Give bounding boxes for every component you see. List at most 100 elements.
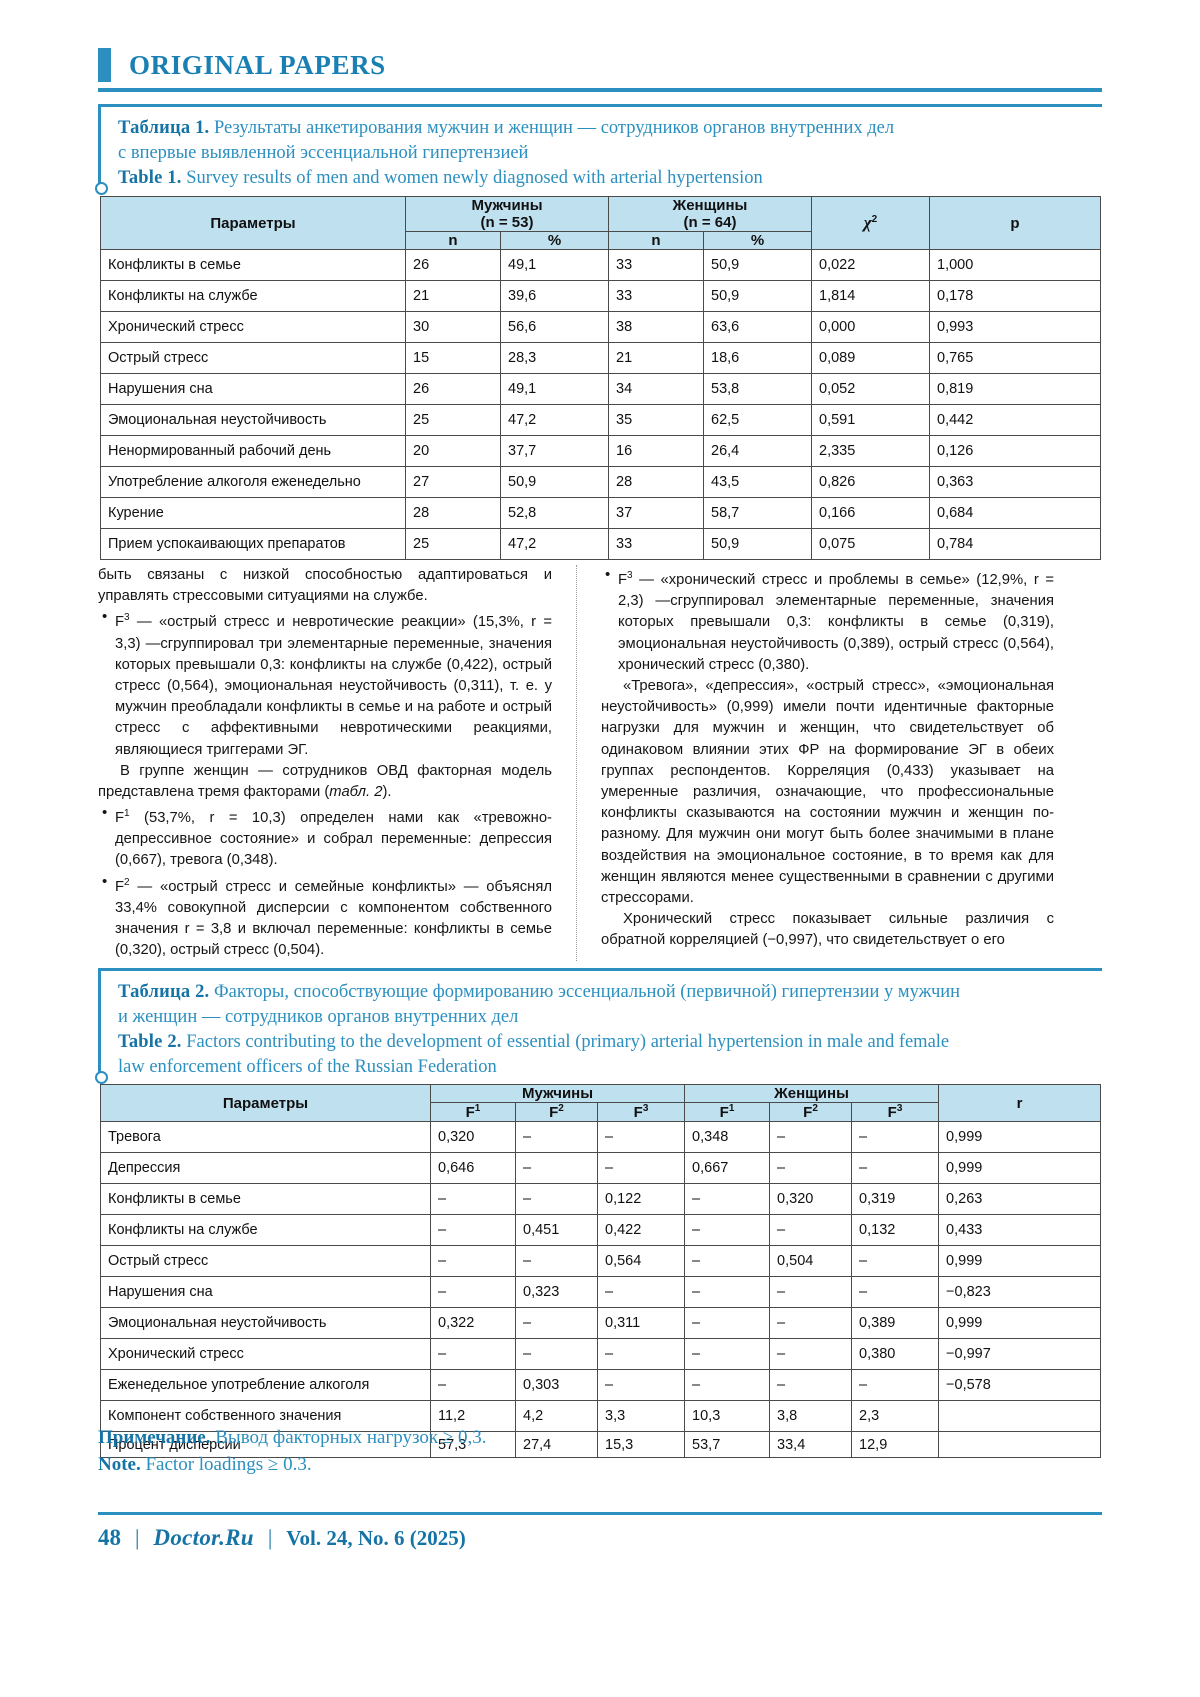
table2-cell-m_f1: –: [431, 1339, 516, 1370]
f-letter: F: [634, 1104, 643, 1121]
table-row: Хронический стресс3056,63863,60,0000,993: [101, 312, 1101, 343]
table2-cell-w_f1: –: [685, 1215, 770, 1246]
table2-cell-w_f3: –: [852, 1370, 939, 1401]
table2-cell-w_f3: 0,389: [852, 1308, 939, 1339]
journal-volume: Vol. 24, No. 6 (2025): [286, 1526, 465, 1551]
table2-cell-m_f1: –: [431, 1370, 516, 1401]
table2-caption-ru-label: Таблица 2.: [118, 982, 209, 1002]
table2-cell-w_f2: 0,504: [770, 1246, 852, 1277]
table1-caption-ru-line2: с впервые выявленной эссенциальной гипер…: [118, 141, 1102, 166]
table-row: Конфликты в семье––0,122–0,3200,3190,263: [101, 1184, 1101, 1215]
table2-th-param: Параметры: [101, 1085, 431, 1122]
table2-cell-w_f3: –: [852, 1122, 939, 1153]
left-paragraph-2-ref: табл. 2: [329, 784, 382, 800]
table2-cell-r: −0,823: [939, 1277, 1101, 1308]
table1-cell-chi: 0,166: [812, 498, 930, 529]
table-row: Депрессия0,646––0,667––0,999: [101, 1153, 1101, 1184]
table1-cell-men_pct: 28,3: [501, 343, 609, 374]
table1-cell-women_pct: 50,9: [704, 529, 812, 560]
table1-cell-men_n: 25: [406, 529, 501, 560]
table2-cell-m_f1: –: [431, 1277, 516, 1308]
table1-cell-women_pct: 62,5: [704, 405, 812, 436]
table-row: Конфликты на службе2139,63350,91,8140,17…: [101, 281, 1101, 312]
table2-cell-w_f3: 0,319: [852, 1184, 939, 1215]
note-en-label: Note.: [98, 1454, 141, 1475]
table1-cell-women_n: 33: [609, 529, 704, 560]
table1-cell-men_pct: 47,2: [501, 405, 609, 436]
table1-cell-chi: 2,335: [812, 436, 930, 467]
left-bullet-f2: F2 — «острый стресс и семейные конфликты…: [98, 872, 552, 962]
table1-cell-p: 0,442: [930, 405, 1101, 436]
table2-cell-param: Конфликты в семье: [101, 1184, 431, 1215]
table1-cell-p: 0,819: [930, 374, 1101, 405]
table1-caption-en-label: Table 1.: [118, 168, 182, 188]
table2-th-women: Женщины: [685, 1085, 939, 1103]
table1-cell-men_n: 20: [406, 436, 501, 467]
table-row: Хронический стресс–––––0,380−0,997: [101, 1339, 1101, 1370]
table1-cell-chi: 0,052: [812, 374, 930, 405]
table1-caption-block: Таблица 1. Результаты анкетирования мужч…: [98, 104, 1102, 195]
table1: Параметры Мужчины (n = 53) Женщины (n = …: [100, 196, 1101, 560]
table1-caption-en-text1: Survey results of men and women newly di…: [186, 168, 762, 188]
table1-cell-men_n: 26: [406, 374, 501, 405]
note-en: Note. Factor loadings ≥ 0.3.: [98, 1451, 1102, 1478]
table1-cell-men_n: 27: [406, 467, 501, 498]
table2-cell-param: Тревога: [101, 1122, 431, 1153]
table1-cell-women_pct: 50,9: [704, 281, 812, 312]
body-text-columns: быть связаны с низкой способностью адапт…: [98, 565, 1102, 961]
table2-cell-m_f3: 0,564: [598, 1246, 685, 1277]
table1-body: Конфликты в семье2649,13350,90,0221,000К…: [101, 250, 1101, 560]
table2-th-women-f1: F1: [685, 1103, 770, 1122]
table2-cell-m_f3: 0,311: [598, 1308, 685, 1339]
table1-cell-men_pct: 56,6: [501, 312, 609, 343]
left-bullet-f1: F1 (53,7%, r = 10,3) определен нами как …: [98, 803, 552, 872]
table1-cell-men_n: 25: [406, 405, 501, 436]
f-letter: F: [466, 1104, 475, 1121]
table2-cell-r: 0,263: [939, 1184, 1101, 1215]
table2-cell-r: 0,999: [939, 1246, 1101, 1277]
table1-th-param: Параметры: [101, 197, 406, 250]
table1-cell-men_pct: 52,8: [501, 498, 609, 529]
note-ru-label: Примечание.: [98, 1427, 211, 1448]
table2-cell-m_f2: –: [516, 1122, 598, 1153]
table2-cell-m_f2: –: [516, 1308, 598, 1339]
table1-cell-chi: 0,591: [812, 405, 930, 436]
table2-caption-ru-text1: Факторы, способствующие формированию эсс…: [214, 982, 960, 1002]
table1-cell-women_pct: 18,6: [704, 343, 812, 374]
table1-th-women-count: (n = 64): [684, 214, 737, 231]
table1-th-men: Мужчины (n = 53): [406, 197, 609, 232]
table2-th-men-f1: F1: [431, 1103, 516, 1122]
footer-rule: [98, 1512, 1102, 1515]
f-index: 2: [812, 1103, 818, 1114]
table-row: Острый стресс––0,564–0,504–0,999: [101, 1246, 1101, 1277]
table1-cell-women_pct: 50,9: [704, 250, 812, 281]
table2-cell-m_f1: –: [431, 1215, 516, 1246]
table2-cell-w_f3: –: [852, 1277, 939, 1308]
table2-cell-m_f1: 0,646: [431, 1153, 516, 1184]
f-index: 3: [643, 1103, 649, 1114]
table2-cell-m_f3: –: [598, 1339, 685, 1370]
table1-cell-men_n: 28: [406, 498, 501, 529]
table1-cell-param: Хронический стресс: [101, 312, 406, 343]
left-paragraph-2: В группе женщин — сотрудников ОВД фактор…: [98, 761, 552, 803]
table2-cell-m_f2: –: [516, 1184, 598, 1215]
table1-cell-p: 0,684: [930, 498, 1101, 529]
table2-cell-m_f3: –: [598, 1122, 685, 1153]
table1-cell-p: 0,784: [930, 529, 1101, 560]
table1-caption: Таблица 1. Результаты анкетирования мужч…: [98, 107, 1102, 195]
table2-cell-r: −0,997: [939, 1339, 1101, 1370]
table1-cell-param: Прием успокаивающих препаратов: [101, 529, 406, 560]
table1-caption-ru-label: Таблица 1.: [118, 118, 209, 138]
accent-bar-icon: [98, 48, 111, 82]
table1-cell-p: 0,765: [930, 343, 1101, 374]
f-letter: F: [720, 1104, 729, 1121]
table2-cell-w_f2: –: [770, 1122, 852, 1153]
table-row: Конфликты на службе–0,4510,422––0,1320,4…: [101, 1215, 1101, 1246]
table-row: Тревога0,320––0,348––0,999: [101, 1122, 1101, 1153]
left-paragraph-1: быть связаны с низкой способностью адапт…: [98, 565, 552, 607]
table-row: Употребление алкоголя еженедельно2750,92…: [101, 467, 1101, 498]
footer-separator-2: |: [268, 1525, 272, 1551]
table2-cell-m_f3: –: [598, 1370, 685, 1401]
right-paragraph-2: Хронический стресс показывает сильные ра…: [601, 909, 1054, 951]
table1-cell-param: Курение: [101, 498, 406, 529]
